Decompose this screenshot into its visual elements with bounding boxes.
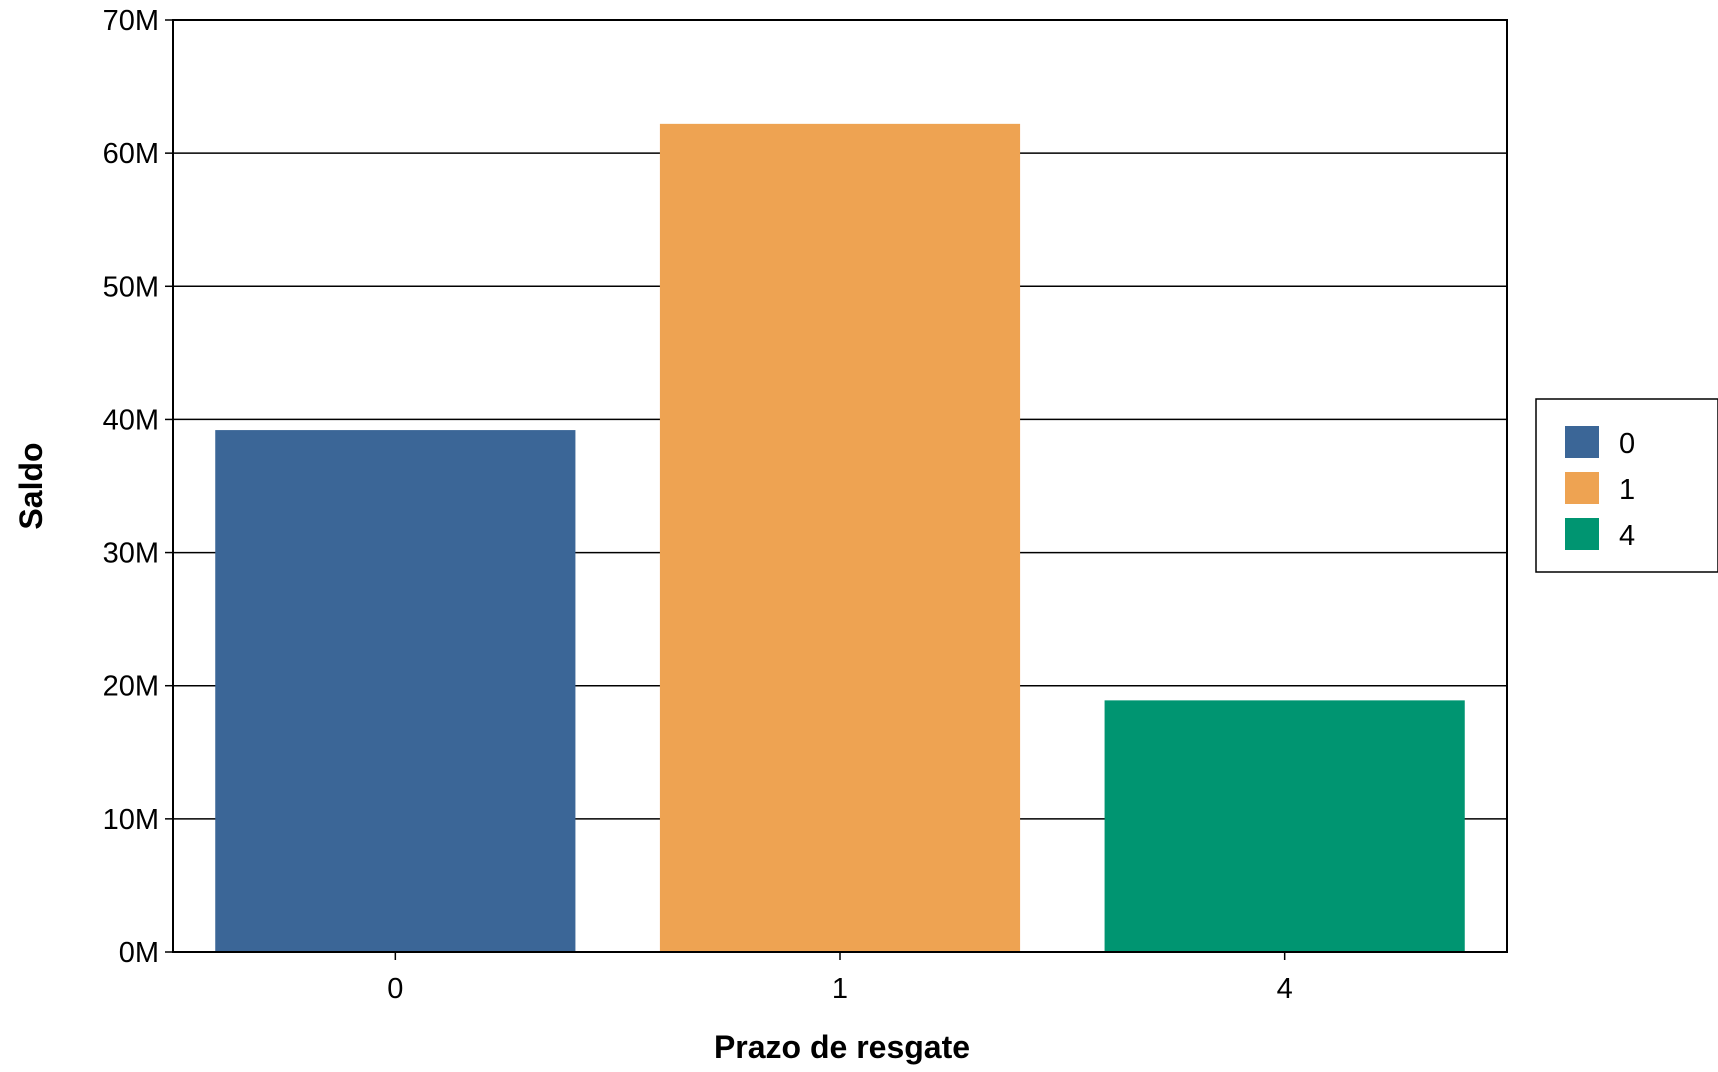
y-tick-label: 10M	[103, 804, 159, 836]
y-tick-label: 50M	[103, 271, 159, 303]
legend-swatch	[1565, 426, 1599, 458]
x-axis: 0 1 4	[387, 952, 1293, 1005]
y-axis-title: Saldo	[13, 442, 49, 529]
x-tick-label: 1	[832, 973, 848, 1005]
bar	[215, 430, 576, 953]
legend-swatch	[1565, 472, 1599, 504]
x-axis-title: Prazo de resgate	[714, 1029, 970, 1065]
y-axis: 0M 10M 20M 30M 40M 50M 60M 70M	[103, 5, 173, 969]
y-tick-label: 40M	[103, 404, 159, 436]
y-tick-label: 20M	[103, 671, 159, 703]
x-tick-label: 0	[387, 973, 403, 1005]
legend: 0 1 4	[1535, 398, 1718, 573]
y-tick-label: 60M	[103, 138, 159, 170]
bar	[659, 123, 1021, 952]
legend-label: 4	[1619, 520, 1635, 552]
legend-label: 0	[1619, 428, 1635, 460]
legend-label: 1	[1619, 474, 1635, 506]
legend-swatch	[1565, 518, 1599, 550]
y-tick-label: 0M	[119, 937, 159, 969]
y-tick-label: 70M	[103, 5, 159, 37]
bars	[215, 123, 1465, 953]
bar	[1104, 700, 1465, 952]
y-tick-label: 30M	[103, 538, 159, 570]
x-tick-label: 4	[1277, 973, 1293, 1005]
